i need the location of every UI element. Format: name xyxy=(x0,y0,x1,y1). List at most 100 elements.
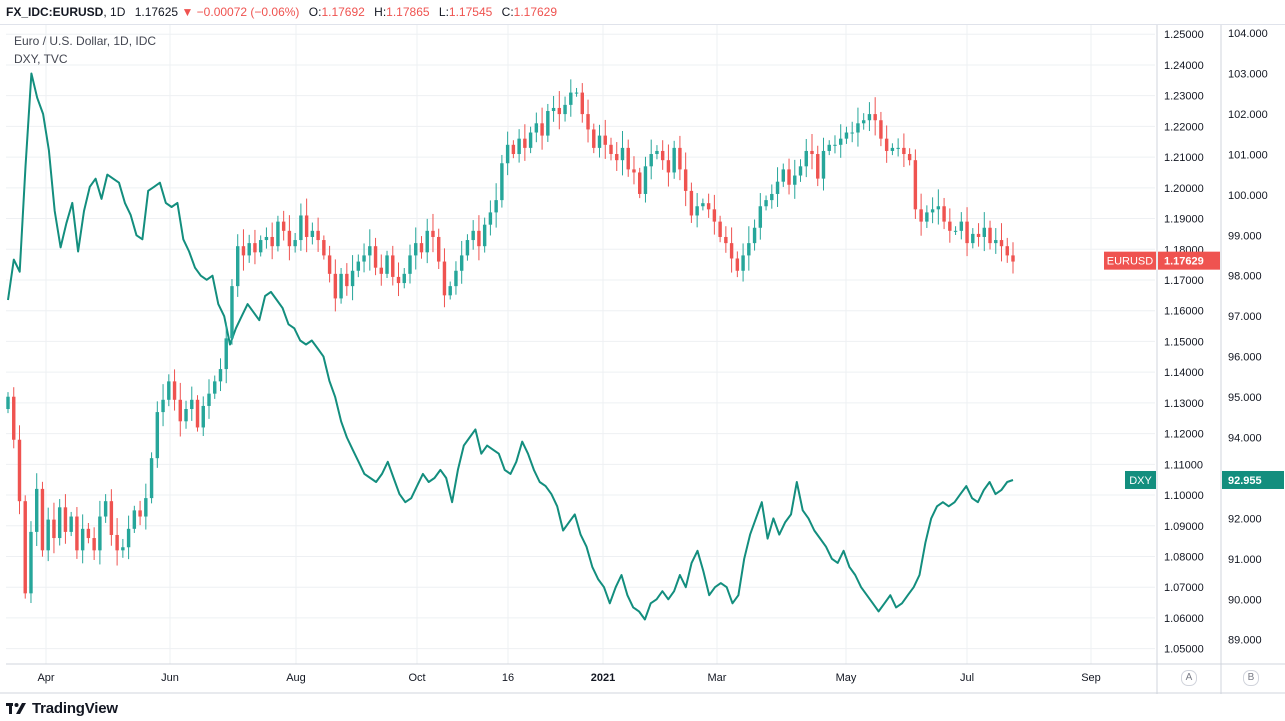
candle-body xyxy=(925,212,929,222)
eurusd-tick-label: 1.05000 xyxy=(1164,644,1204,656)
candle-body xyxy=(706,203,711,210)
auto-scale-button[interactable]: A xyxy=(1181,670,1197,686)
eurusd-tick-label: 1.14000 xyxy=(1164,367,1204,379)
eurusd-candle xyxy=(408,244,412,284)
eurusd-candle xyxy=(804,138,808,178)
candle-body xyxy=(419,243,424,253)
candle-body xyxy=(281,221,286,231)
eurusd-candle xyxy=(798,159,803,182)
eurusd-candle xyxy=(563,96,567,122)
eurusd-candle xyxy=(6,392,10,414)
dxy-tick-label: 97.000 xyxy=(1228,311,1262,323)
eurusd-candle xyxy=(551,95,556,122)
eurusd-candle xyxy=(948,208,952,243)
candle-body xyxy=(672,147,676,173)
candle-body xyxy=(488,212,493,225)
x-tick-label: Sep xyxy=(1081,672,1101,684)
eurusd-candle xyxy=(735,251,740,278)
price-chart[interactable]: 1.25000 1.24000 1.23000 1.22000 1.21000 1.200… xyxy=(0,0,1285,694)
candle-body xyxy=(724,236,728,244)
dxy-tick-label: 101.000 xyxy=(1228,149,1268,161)
candle-body xyxy=(500,163,504,201)
high-value: 1.17865 xyxy=(386,5,430,19)
eurusd-candle xyxy=(884,125,889,163)
candle-body xyxy=(6,396,10,410)
eurusd-candle xyxy=(678,135,682,181)
candle-body xyxy=(201,405,205,428)
dxy-last-badge: DXY 92.955 xyxy=(1125,470,1284,489)
eurusd-candle xyxy=(632,156,636,185)
eurusd-candle xyxy=(69,511,73,537)
candle-body xyxy=(879,120,883,139)
candle-body xyxy=(293,240,297,247)
candle-body xyxy=(190,399,194,410)
candle-body xyxy=(655,150,659,155)
candle-body xyxy=(339,273,343,299)
candle-body xyxy=(327,255,332,274)
candle-body xyxy=(350,270,355,287)
eurusd-candle xyxy=(482,217,487,253)
candle-body xyxy=(988,227,992,244)
eurusd-candle xyxy=(149,452,154,504)
candle-body xyxy=(615,154,619,161)
candle-body xyxy=(414,243,418,256)
candle-body xyxy=(98,516,102,551)
eurusd-candle xyxy=(368,229,372,271)
candle-body xyxy=(574,92,579,94)
eurusd-candle xyxy=(523,124,527,161)
x-tick-label: Oct xyxy=(408,672,425,684)
eurusd-candle xyxy=(867,102,872,132)
candle-body xyxy=(149,458,154,499)
eurusd-candle xyxy=(121,538,125,558)
tradingview-logo[interactable]: TradingView xyxy=(6,700,118,717)
eurusd-candle xyxy=(925,205,929,228)
candle-body xyxy=(798,166,803,176)
candle-body xyxy=(971,233,975,244)
dxy-line xyxy=(7,72,1014,621)
eurusd-candle xyxy=(373,237,378,276)
candle-body xyxy=(132,510,137,529)
close-label: C: xyxy=(501,5,514,19)
eurusd-candle xyxy=(35,473,39,547)
log-scale-button[interactable]: B xyxy=(1243,670,1259,686)
eurusd-candle xyxy=(327,245,332,283)
interval[interactable]: 1D xyxy=(110,5,126,19)
candle-body xyxy=(867,114,872,121)
eurusd-candle xyxy=(861,113,866,130)
candle-body xyxy=(385,255,389,274)
eurusd-last-badge-value-box xyxy=(1158,251,1220,270)
eurusd-candle xyxy=(988,220,992,250)
eurusd-candle xyxy=(264,227,269,249)
candle-body xyxy=(63,507,68,532)
low-value: 1.17545 xyxy=(448,5,493,19)
eurusd-candle xyxy=(442,248,447,308)
x-tick-label: Mar xyxy=(708,672,727,684)
eurusd-candle xyxy=(873,97,877,136)
eurusd-candle xyxy=(86,522,91,544)
candle-body xyxy=(12,396,16,440)
eurusd-candle xyxy=(350,255,355,301)
candle-body xyxy=(638,172,642,194)
eurusd-candle xyxy=(115,518,119,566)
eurusd-candle xyxy=(907,148,912,166)
candle-body xyxy=(1011,255,1015,262)
eurusd-candle xyxy=(597,124,602,158)
candle-body xyxy=(396,276,401,284)
main-series-legend[interactable]: Euro / U.S. Dollar, 1D, IDC xyxy=(14,34,157,48)
eurusd-candle xyxy=(643,156,648,203)
eurusd-candle xyxy=(184,400,188,429)
symbol-name[interactable]: FX_IDC:EURUSD xyxy=(6,5,104,19)
dxy-series xyxy=(7,72,1014,621)
candle-body xyxy=(551,107,556,112)
x-tick-label: Jun xyxy=(161,672,179,684)
eurusd-candle xyxy=(155,401,160,468)
eurusd-candle xyxy=(247,234,251,263)
eurusd-candle xyxy=(213,375,217,399)
eurusd-tick-label: 1.23000 xyxy=(1164,91,1204,103)
candle-body xyxy=(942,206,946,222)
compare-series-legend[interactable]: DXY, TVC xyxy=(14,52,68,66)
candle-body xyxy=(276,221,280,247)
eurusd-candle xyxy=(781,163,785,187)
candle-body xyxy=(454,270,458,287)
candle-body xyxy=(442,261,447,296)
